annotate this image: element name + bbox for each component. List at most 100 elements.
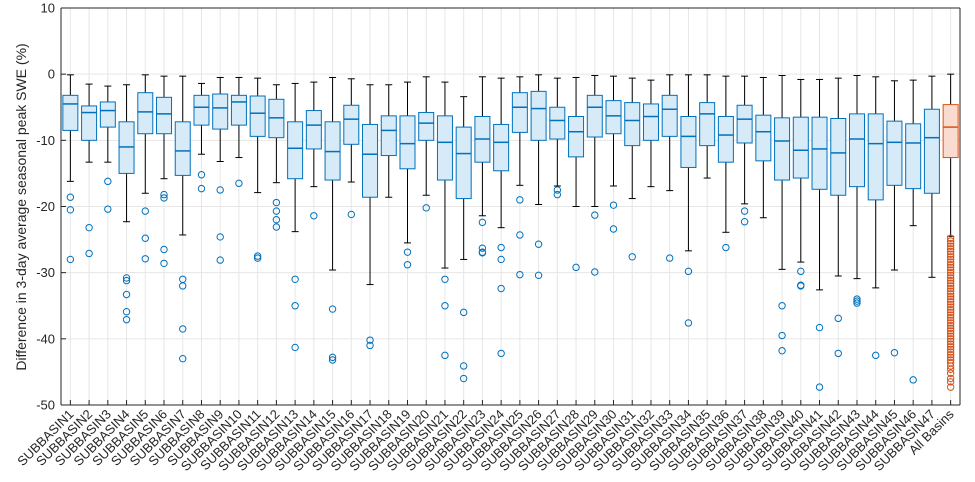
box-SUBBASIN23 (474, 76, 491, 257)
outlier-point (946, 282, 955, 290)
box-iqr (642, 103, 659, 141)
box-iqr (287, 121, 304, 180)
outlier-point (946, 237, 955, 245)
outlier-point (946, 311, 955, 319)
outlier-point (478, 218, 487, 227)
box-iqr (549, 106, 566, 140)
axes (60, 7, 961, 406)
box-iqr (699, 102, 716, 147)
outlier-point (946, 245, 955, 253)
outlier-point (946, 306, 955, 314)
outlier-point (946, 308, 955, 317)
outlier-point (946, 276, 955, 285)
box-SUBBASIN14 (305, 81, 322, 220)
outlier-point (497, 243, 505, 252)
outlier-point (797, 267, 805, 276)
box-iqr (436, 115, 453, 181)
outlier-point (122, 276, 131, 285)
box-iqr (362, 123, 379, 198)
box-iqr (586, 94, 603, 138)
outlier-point (179, 282, 187, 290)
box-SUBBASIN6 (156, 75, 173, 268)
box-SUBBASIN21 (436, 81, 453, 360)
outlier-point (853, 295, 861, 303)
outlier-point (85, 249, 93, 258)
y-tick-label: -30 (36, 265, 55, 280)
box-SUBBASIN20 (418, 76, 435, 212)
box-SUBBASIN10 (230, 76, 247, 188)
box-SUBBASIN38 (755, 76, 772, 219)
outlier-point (684, 319, 693, 327)
outlier-point (946, 263, 955, 272)
outlier-point (946, 353, 955, 362)
y-tick-label: -50 (36, 398, 55, 413)
outlier-point (946, 250, 955, 258)
grid-lines (61, 7, 960, 406)
outlier-point (141, 234, 149, 242)
outlier-point (179, 354, 187, 363)
outlier-point (946, 378, 955, 386)
box-SUBBASIN46 (905, 79, 922, 384)
outlier-point (797, 282, 805, 290)
outlier-point (85, 223, 93, 232)
outlier-point (516, 231, 524, 239)
outlier-point (253, 254, 262, 262)
box-SUBBASIN22 (455, 96, 472, 383)
outlier-point (946, 319, 955, 327)
box-iqr (230, 94, 247, 126)
outlier-point (946, 332, 955, 340)
box-iqr (137, 92, 154, 135)
outlier-point (946, 258, 955, 266)
box-SUBBASIN2 (81, 83, 98, 258)
outlier-point (946, 369, 955, 377)
outlier-point (946, 290, 955, 298)
outlier-point (778, 347, 786, 355)
outlier-point (441, 302, 449, 310)
outlier-point (946, 303, 955, 311)
outlier-point (497, 255, 505, 264)
box-SUBBASIN17 (362, 84, 379, 350)
box-iqr (380, 115, 397, 157)
outlier-point (160, 245, 168, 254)
box-SUBBASIN7 (174, 75, 191, 363)
outlier-point (553, 186, 562, 194)
box-iqr (755, 114, 772, 162)
outlier-point (946, 239, 955, 248)
outlier-point (946, 337, 955, 346)
outlier-point (946, 374, 955, 383)
box-iqr (830, 117, 847, 196)
outlier-point (815, 383, 824, 391)
outlier-point (516, 270, 524, 279)
outlier-point (534, 240, 543, 248)
outlier-point (122, 290, 131, 299)
outlier-point (946, 253, 955, 261)
box-iqr (174, 121, 191, 176)
box-iqr (343, 104, 360, 145)
outlier-point (459, 308, 468, 317)
box-SUBBASIN41 (811, 78, 828, 391)
outlier-point (291, 302, 299, 310)
outlier-point (946, 261, 955, 269)
outlier-point (104, 177, 112, 186)
box-iqr (811, 116, 828, 190)
outlier-point (291, 275, 299, 283)
outlier-point (834, 314, 842, 323)
outlier-point (122, 274, 131, 282)
box-iqr (81, 105, 98, 141)
box-SUBBASIN5 (137, 74, 154, 263)
outlier-point (946, 348, 955, 356)
box-SUBBASIN33 (661, 74, 678, 262)
box-iqr (568, 116, 585, 158)
outlier-point (328, 353, 337, 362)
box-SUBBASIN27 (549, 77, 566, 199)
outlier-point (946, 300, 955, 309)
outlier-point (946, 343, 955, 351)
box-iqr (624, 102, 641, 147)
box-iqr (774, 117, 791, 181)
outlier-point (628, 253, 636, 261)
outlier-point (946, 313, 955, 322)
box-SUBBASIN30 (605, 75, 622, 233)
box-series (62, 73, 959, 391)
outlier-point (778, 331, 786, 340)
box-SUBBASIN45 (886, 80, 903, 357)
